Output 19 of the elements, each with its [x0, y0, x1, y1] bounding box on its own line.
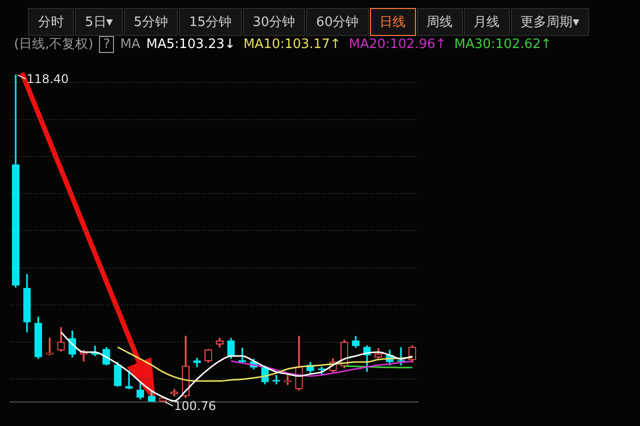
text: (日线,不复权)	[14, 37, 94, 52]
text: ?	[99, 36, 114, 53]
text: 15分钟	[179, 8, 242, 36]
text: 月线	[464, 8, 510, 36]
text: MA30:102.62↑	[454, 37, 552, 52]
text: MA	[120, 37, 140, 52]
text: 周线	[416, 8, 463, 36]
text: 30分钟	[242, 8, 306, 36]
text: MA10:103.17↑	[243, 37, 341, 52]
text: 5分钟	[124, 8, 178, 36]
annotation: 100.76	[174, 399, 216, 414]
text: 日线	[370, 8, 416, 36]
text: 5日▾	[75, 8, 123, 36]
annotation: 118.40	[26, 72, 69, 86]
text: MA5:103.23↓	[146, 37, 236, 52]
text: 60分钟	[306, 8, 369, 36]
text: MA20:102.96↑	[348, 37, 446, 52]
text: 更多周期▾	[510, 8, 590, 36]
text: 分时	[28, 8, 74, 36]
